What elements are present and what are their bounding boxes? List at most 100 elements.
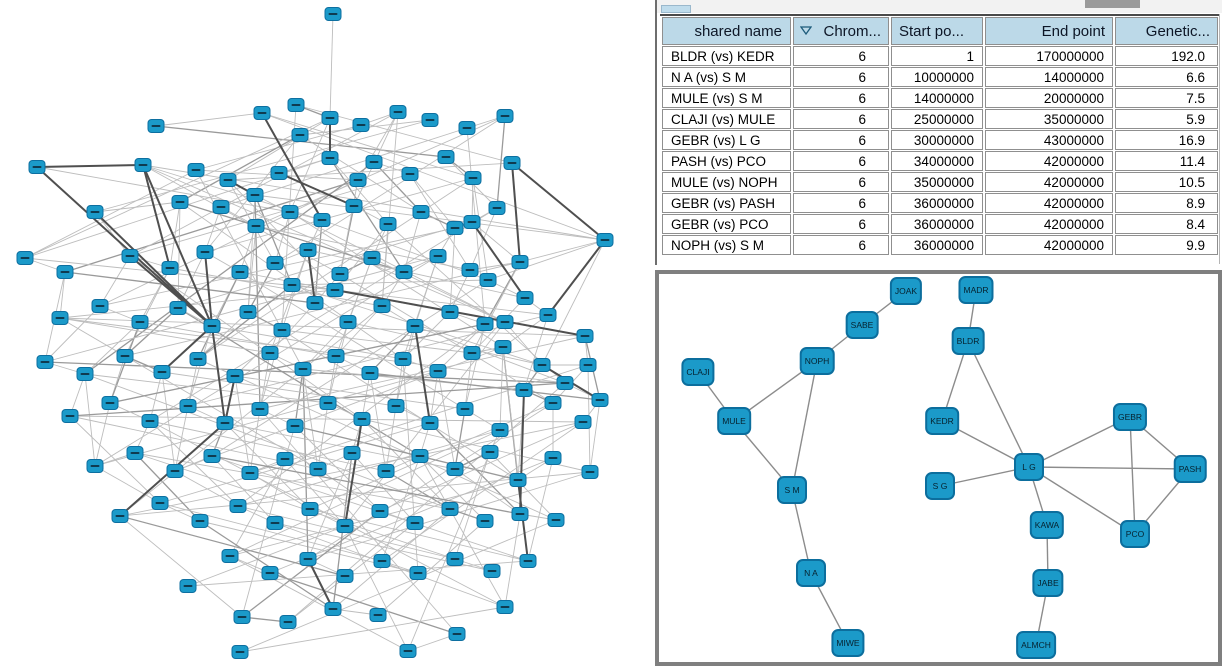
overview-node[interactable]: [221, 549, 239, 563]
overview-node[interactable]: [299, 243, 317, 257]
table-cell[interactable]: 14000000: [891, 88, 983, 108]
table-cell[interactable]: 42000000: [985, 193, 1113, 213]
overview-node[interactable]: [247, 219, 265, 233]
overview-node[interactable]: [412, 205, 430, 219]
table-cell[interactable]: 6: [793, 46, 889, 66]
overview-node[interactable]: [345, 199, 363, 213]
overview-node[interactable]: [147, 119, 165, 133]
overview-node[interactable]: [299, 552, 317, 566]
overview-node[interactable]: [261, 346, 279, 360]
overview-node[interactable]: [331, 267, 349, 281]
overview-node[interactable]: [539, 308, 557, 322]
table-cell[interactable]: 36000000: [891, 193, 983, 213]
table-cell[interactable]: 42000000: [985, 172, 1113, 192]
table-cell[interactable]: 42000000: [985, 214, 1113, 234]
table-cell[interactable]: MULE (vs) NOPH: [662, 172, 791, 192]
overview-node[interactable]: [291, 128, 309, 142]
overview-node[interactable]: [503, 156, 521, 170]
overview-node[interactable]: [395, 265, 413, 279]
table-cell[interactable]: GEBR (vs) L G: [662, 130, 791, 150]
overview-node[interactable]: [458, 121, 476, 135]
overview-node[interactable]: [373, 299, 391, 313]
detail-network-canvas[interactable]: JOAK MADR SABE BLDR NOPH CLAJI KEDR GEBR MULE L G…: [659, 274, 1218, 662]
node-s-m[interactable]: S M: [777, 476, 807, 504]
overview-node[interactable]: [463, 346, 481, 360]
table-cell[interactable]: GEBR (vs) PCO: [662, 214, 791, 234]
table-cell[interactable]: 1: [891, 46, 983, 66]
table-cell[interactable]: 6: [793, 88, 889, 108]
column-header-end-point[interactable]: End point: [985, 17, 1113, 45]
overview-node[interactable]: [321, 151, 339, 165]
overview-node[interactable]: [544, 396, 562, 410]
filter-icon[interactable]: [800, 26, 812, 36]
overview-node[interactable]: [286, 419, 304, 433]
overview-node[interactable]: [287, 98, 305, 112]
overview-node[interactable]: [121, 249, 139, 263]
overview-node[interactable]: [556, 376, 574, 390]
overview-node[interactable]: [581, 465, 599, 479]
overview-node[interactable]: [496, 315, 514, 329]
node-l-g[interactable]: L G: [1014, 453, 1044, 481]
node-mule[interactable]: MULE: [717, 407, 751, 435]
overview-node[interactable]: [246, 188, 264, 202]
table-cell[interactable]: 5.9: [1115, 109, 1218, 129]
overview-node[interactable]: [411, 449, 429, 463]
overview-node[interactable]: [283, 278, 301, 292]
table-row[interactable]: MULE (vs) S M 6 14000000 20000000 7.5: [662, 88, 1218, 108]
overview-node[interactable]: [409, 566, 427, 580]
table-cell[interactable]: 6: [793, 130, 889, 150]
overview-node[interactable]: [349, 173, 367, 187]
overview-node[interactable]: [336, 519, 354, 533]
overview-node[interactable]: [36, 355, 54, 369]
overview-node[interactable]: [379, 217, 397, 231]
overview-node[interactable]: [446, 462, 464, 476]
overview-node[interactable]: [169, 301, 187, 315]
overview-node[interactable]: [239, 305, 257, 319]
overview-node[interactable]: [496, 109, 514, 123]
node-almch[interactable]: ALMCH: [1016, 631, 1056, 659]
table-cell[interactable]: 8.4: [1115, 214, 1218, 234]
table-cell[interactable]: N A (vs) S M: [662, 67, 791, 87]
overview-node[interactable]: [28, 160, 46, 174]
overview-node[interactable]: [86, 459, 104, 473]
table-row[interactable]: GEBR (vs) L G 6 30000000 43000000 16.9: [662, 130, 1218, 150]
overview-node[interactable]: [309, 462, 327, 476]
overview-node[interactable]: [116, 349, 134, 363]
overview-node[interactable]: [516, 291, 534, 305]
table-cell[interactable]: 35000000: [985, 109, 1113, 129]
table-cell[interactable]: 43000000: [985, 130, 1113, 150]
overview-node[interactable]: [324, 602, 342, 616]
overview-node[interactable]: [126, 446, 144, 460]
overview-node[interactable]: [229, 499, 247, 513]
overview-node[interactable]: [576, 329, 594, 343]
table-cell[interactable]: 16.9: [1115, 130, 1218, 150]
overview-node[interactable]: [327, 349, 345, 363]
node-claji[interactable]: CLAJI: [681, 358, 715, 386]
node-jabe[interactable]: JABE: [1032, 569, 1064, 597]
overview-node[interactable]: [352, 118, 370, 132]
overview-node[interactable]: [187, 163, 205, 177]
table-cell[interactable]: 36000000: [891, 235, 983, 255]
column-header-start-position[interactable]: Start po...: [891, 17, 983, 45]
table-cell[interactable]: 9.9: [1115, 235, 1218, 255]
overview-node[interactable]: [463, 215, 481, 229]
overview-node[interactable]: [336, 569, 354, 583]
overview-node[interactable]: [91, 299, 109, 313]
table-row[interactable]: MULE (vs) NOPH 6 35000000 42000000 10.5: [662, 172, 1218, 192]
overview-node[interactable]: [56, 265, 74, 279]
overview-node[interactable]: [461, 263, 479, 277]
table-cell[interactable]: MULE (vs) S M: [662, 88, 791, 108]
overview-node[interactable]: [319, 396, 337, 410]
overview-node[interactable]: [219, 173, 237, 187]
table-cell[interactable]: 14000000: [985, 67, 1113, 87]
overview-node[interactable]: [161, 261, 179, 275]
table-cell[interactable]: 7.5: [1115, 88, 1218, 108]
overview-node[interactable]: [437, 150, 455, 164]
overview-node[interactable]: [446, 552, 464, 566]
overview-node[interactable]: [401, 167, 419, 181]
overview-node[interactable]: [324, 7, 342, 21]
overview-network-panel[interactable]: [0, 0, 650, 669]
overview-node[interactable]: [399, 644, 417, 658]
node-kawa[interactable]: KAWA: [1029, 511, 1065, 539]
overview-node[interactable]: [373, 554, 391, 568]
